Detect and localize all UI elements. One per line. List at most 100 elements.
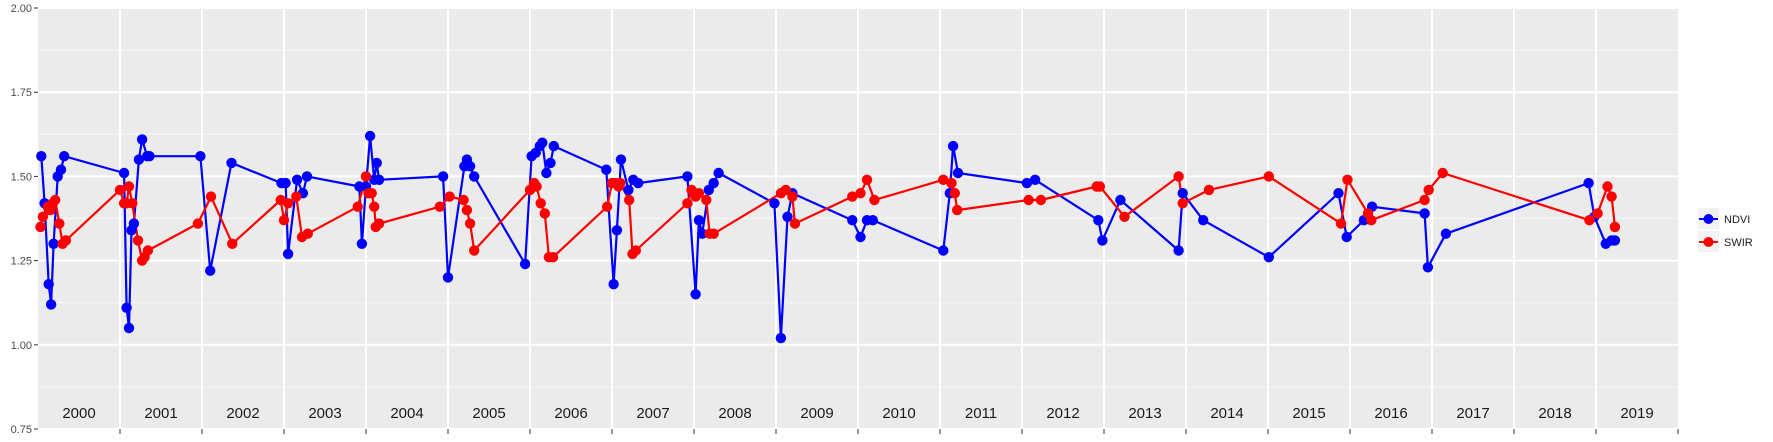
swir-point <box>1263 171 1275 182</box>
year-label: 2008 <box>718 405 751 422</box>
swir-point <box>458 194 469 206</box>
ndvi-point <box>1341 231 1352 243</box>
ndvi-point <box>947 140 959 152</box>
swir-point <box>1342 174 1353 185</box>
swir-point <box>1437 167 1448 179</box>
swir-point <box>1173 171 1184 182</box>
ndvi-point <box>1021 177 1033 189</box>
swir-point <box>60 235 72 246</box>
ndvi-point <box>58 151 70 162</box>
swir-point <box>539 208 550 219</box>
swir-point <box>123 181 135 192</box>
ndvi-point <box>364 130 376 142</box>
ndvi-point <box>713 167 724 179</box>
ndvi-point <box>136 134 148 145</box>
year-label: 2003 <box>308 405 341 422</box>
y-tick-label: 0.75 <box>11 424 32 436</box>
y-tick-label: 1.00 <box>11 340 32 352</box>
swir-point <box>54 218 65 229</box>
swir-point <box>847 191 858 202</box>
swir-point <box>1584 215 1595 226</box>
swir-point <box>789 218 801 229</box>
year-label: 2005 <box>472 405 505 422</box>
swir-point <box>1423 184 1434 196</box>
ndvi-point <box>690 289 701 300</box>
swir-point <box>693 188 705 199</box>
swir-point <box>787 191 798 202</box>
swir-point <box>369 201 380 212</box>
ndvi-point <box>541 167 552 179</box>
y-tick-label: 1.50 <box>11 171 32 183</box>
ndvi-point <box>226 157 237 169</box>
swir-point <box>1023 194 1034 206</box>
swir-point <box>282 198 294 209</box>
swir-point <box>1609 221 1621 233</box>
series-layer <box>35 130 1621 344</box>
swir-point <box>37 211 49 222</box>
swir-point <box>50 194 61 206</box>
ndvi-point <box>1263 252 1275 263</box>
ndvi-point <box>205 265 216 276</box>
ndvi-point <box>855 231 866 243</box>
ndvi-point <box>623 184 634 196</box>
year-label: 2006 <box>554 405 587 422</box>
ndvi-point <box>55 164 67 175</box>
swir-point <box>531 181 542 192</box>
swir-point <box>535 198 546 209</box>
legend: NDVI SWIR <box>1698 208 1753 252</box>
swir-point <box>946 177 957 189</box>
swir-legend-marker <box>1703 237 1714 247</box>
ndvi-point <box>36 151 47 162</box>
ndvi-point <box>373 174 385 185</box>
swir-point <box>1419 194 1430 206</box>
ndvi-point <box>144 151 155 162</box>
swir-point <box>469 245 480 256</box>
ndvi-point <box>633 177 644 189</box>
swir-point <box>1177 198 1188 209</box>
ndvi-point <box>45 299 57 310</box>
ndvi-point <box>282 248 294 260</box>
ndvi-point <box>48 238 59 249</box>
year-labels: 2000 2001 2002 2003 2004 2005 2006 2007 2008 2009… <box>62 405 1653 422</box>
year-label: 2002 <box>226 405 259 422</box>
year-label: 2000 <box>62 405 95 422</box>
swir-point <box>360 171 372 182</box>
ndvi-point <box>1177 188 1188 199</box>
ndvi-point <box>693 215 705 226</box>
swir-point <box>434 201 445 212</box>
swir-point <box>547 252 559 263</box>
ndvi-point <box>43 279 54 290</box>
ndvi-point <box>601 164 612 175</box>
ndvi-point <box>1422 262 1434 273</box>
swir-point <box>192 218 204 229</box>
year-label: 2013 <box>1128 405 1161 422</box>
ndvi-point <box>867 215 878 226</box>
ndvi-point <box>1609 235 1621 246</box>
ndvi-legend-marker <box>1703 214 1714 224</box>
ndvi-point <box>133 154 145 165</box>
swir-point <box>205 191 217 202</box>
swir-point <box>227 238 238 249</box>
ndvi-point <box>615 154 627 165</box>
swir-point <box>952 204 963 216</box>
ndvi-point <box>437 171 449 182</box>
swir-point <box>630 245 641 256</box>
ndvi-point <box>1440 228 1452 239</box>
ndvi-point <box>195 151 206 162</box>
ndvi-point <box>682 171 693 182</box>
swir-point <box>302 228 313 239</box>
swir-point <box>127 198 138 209</box>
ndvi-point <box>371 157 382 169</box>
x-axis <box>119 429 1679 434</box>
ndvi-point <box>775 332 787 344</box>
ndvi-point <box>123 322 135 334</box>
ndvi-point <box>301 171 313 182</box>
swir-point <box>682 198 693 209</box>
ndvi-point <box>1173 245 1184 256</box>
year-label: 2004 <box>390 405 423 422</box>
year-label: 2015 <box>1292 405 1325 422</box>
ndvi-point <box>118 167 130 179</box>
swir-point <box>708 228 719 239</box>
ndvi-point <box>1097 235 1108 246</box>
